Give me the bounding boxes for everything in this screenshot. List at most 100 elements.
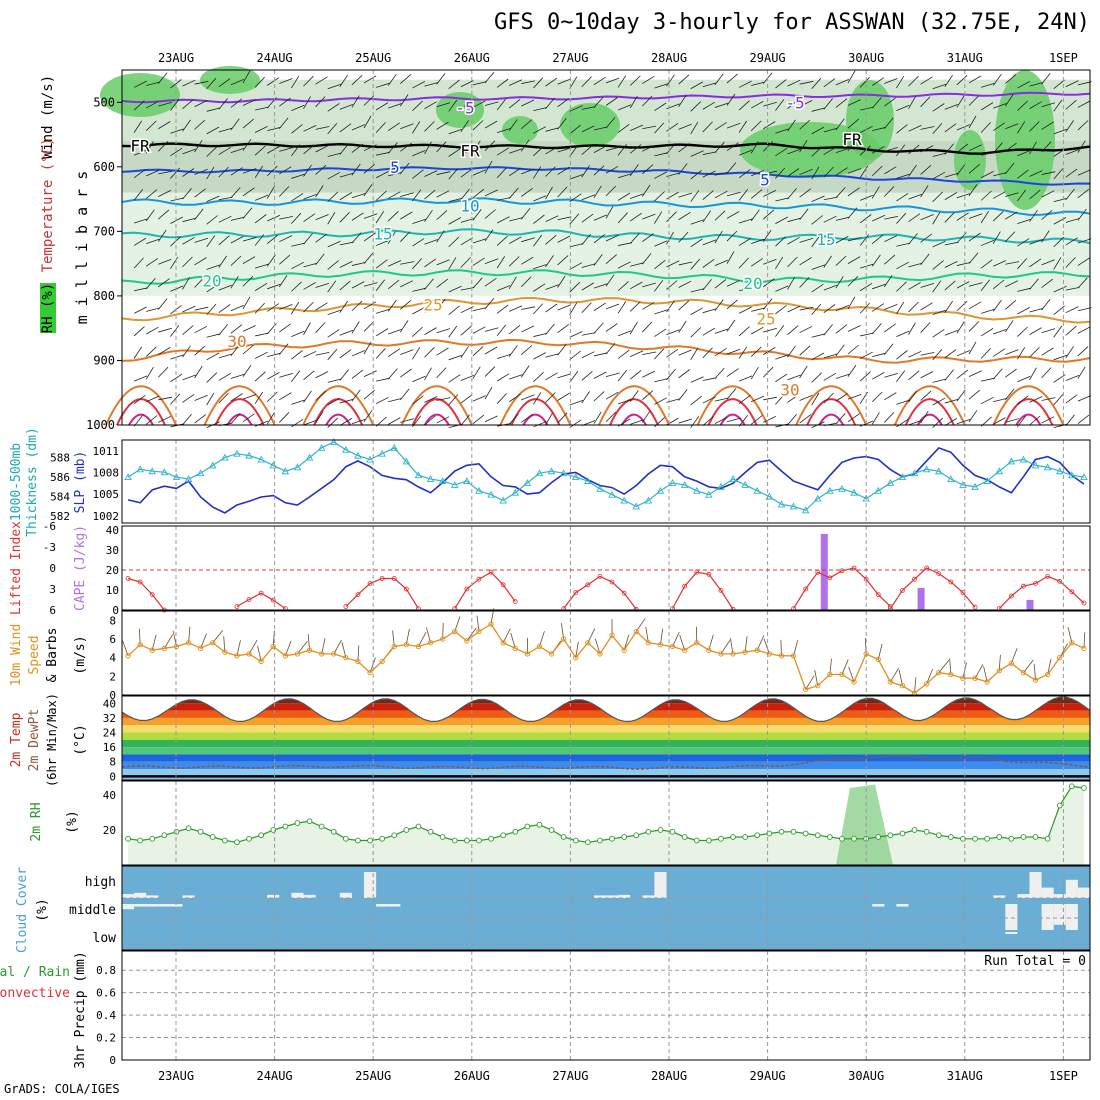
wind-barb xyxy=(472,238,487,244)
wind-barb xyxy=(617,143,628,156)
wind-barb-10m xyxy=(164,634,173,649)
wind-barb xyxy=(242,70,251,84)
lifted-index-point xyxy=(900,588,905,593)
wind-barb xyxy=(351,321,360,334)
wind-barb xyxy=(884,147,898,152)
thickness-point xyxy=(184,475,193,483)
cloud-bar xyxy=(158,904,171,907)
wind-barb xyxy=(436,171,451,175)
wind-barb xyxy=(134,287,148,292)
wind-barb xyxy=(1077,257,1090,266)
wind-barb xyxy=(484,258,499,265)
wind-barb xyxy=(1065,237,1079,246)
wind-barb xyxy=(859,371,871,382)
thickness-point xyxy=(317,443,326,451)
wind-barb xyxy=(690,307,704,315)
diurnal-contour xyxy=(795,385,868,426)
wind-barb xyxy=(206,303,217,315)
wind-barb xyxy=(617,192,631,201)
wind-barb xyxy=(533,352,546,360)
wind-barb-10m xyxy=(341,642,347,658)
thickness-point xyxy=(487,490,495,498)
wind-barb xyxy=(170,325,180,337)
wind-barb xyxy=(508,276,517,290)
wind-barb xyxy=(799,414,812,424)
wind-barb xyxy=(521,394,535,401)
wind-barb xyxy=(871,391,883,403)
contour-label: 25 xyxy=(423,295,442,314)
wind-barb xyxy=(460,325,472,336)
rh-point xyxy=(125,835,131,842)
rh-point xyxy=(343,835,349,842)
wind-barb xyxy=(557,235,571,243)
wind-barb xyxy=(520,207,531,220)
temp-tick-label: 8 xyxy=(109,756,116,769)
wind-barb xyxy=(569,419,582,428)
wind-barb xyxy=(218,304,231,314)
wind-barb xyxy=(363,95,375,106)
wind-barb xyxy=(170,373,183,383)
wind-barb xyxy=(811,235,821,248)
wind-barb xyxy=(726,162,737,174)
wind-barb xyxy=(436,230,445,243)
wind-barb xyxy=(593,145,607,153)
wind-tick-label: 6 xyxy=(109,633,116,646)
wind-barb xyxy=(557,78,571,85)
cloud-bar xyxy=(364,872,377,898)
wind-barb xyxy=(158,121,171,130)
wind-barb xyxy=(266,254,276,267)
wind-barb xyxy=(497,197,511,201)
wind-barb xyxy=(823,166,834,178)
wind-barb xyxy=(472,277,483,289)
wind-barb xyxy=(666,142,676,155)
temp-contour xyxy=(121,228,1091,245)
wind-barb xyxy=(327,171,341,180)
diurnal-contour xyxy=(818,413,845,426)
wind-barb xyxy=(569,370,579,383)
wind-speed-point xyxy=(585,640,591,646)
wind-barb xyxy=(170,167,181,179)
wind-barb xyxy=(908,350,922,358)
wind-barb xyxy=(605,117,616,129)
wind-speed-point xyxy=(972,675,978,681)
wind-barb xyxy=(1005,280,1019,288)
wind-barb xyxy=(642,390,654,401)
wind-barb xyxy=(339,74,348,88)
lifted-index-point xyxy=(246,597,252,602)
wind-barb xyxy=(763,258,777,265)
wind-speed-point xyxy=(609,632,615,638)
wind-barb xyxy=(690,219,705,225)
wind-barb xyxy=(363,184,373,197)
wind-barb xyxy=(533,333,548,337)
wind-barb xyxy=(968,144,982,152)
wind-barb xyxy=(254,351,268,359)
wind-barb xyxy=(484,189,498,197)
wind-barb xyxy=(884,254,896,265)
wind-barb xyxy=(872,146,885,154)
wind-barb xyxy=(1065,346,1074,359)
cloud-bar xyxy=(606,895,619,898)
wind-barb xyxy=(956,350,970,357)
rh-point xyxy=(282,823,289,830)
cape-tick-label: 10 xyxy=(106,584,119,597)
rh-point xyxy=(185,825,192,832)
wind-barb xyxy=(750,415,763,425)
wind-barb xyxy=(1005,142,1017,152)
wind-barb xyxy=(932,123,943,135)
wind-barb xyxy=(460,188,470,200)
lifted-index-point xyxy=(682,583,688,589)
wind-barb xyxy=(303,350,317,358)
wind-barb xyxy=(871,303,885,312)
wind-barb xyxy=(908,125,922,132)
wind-barb xyxy=(388,191,401,199)
wind-barb xyxy=(944,192,958,201)
wind-barb xyxy=(424,209,433,222)
wind-barb xyxy=(351,163,361,176)
contour-label: 30 xyxy=(227,332,246,351)
wind-barb-10m xyxy=(297,641,308,655)
wind-barb xyxy=(799,345,811,356)
wind-barb-10m xyxy=(122,640,129,656)
wind-barb xyxy=(617,261,631,269)
wind-barb xyxy=(993,103,1007,109)
